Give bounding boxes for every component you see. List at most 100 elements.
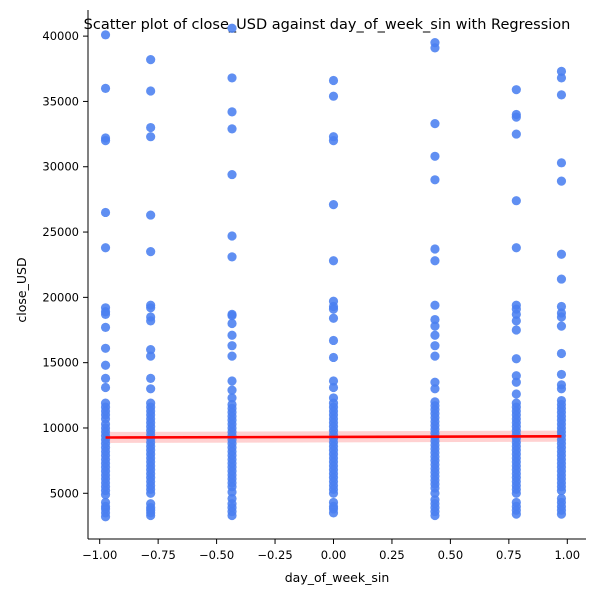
data-point [100,83,111,93]
data-point [511,196,521,206]
data-point [100,489,111,500]
data-point [430,384,440,394]
data-point [556,90,567,100]
data-point [511,371,521,381]
data-point [511,488,521,498]
y-tick-label: 15000 [42,356,79,370]
data-point [227,252,237,262]
data-point [100,512,111,522]
data-point [430,175,440,185]
data-point [100,207,111,218]
x-tick-label: 0.75 [496,548,522,562]
data-point [227,107,237,117]
data-point [146,55,156,65]
data-point [328,488,339,498]
data-point [328,508,339,518]
data-point [511,325,521,335]
data-point [227,341,237,351]
data-point [328,382,339,393]
data-point [556,348,567,359]
x-axis-label: day_of_week_sin [285,570,390,585]
data-point [227,393,237,403]
data-point [430,151,440,161]
y-tick-label: 20000 [42,290,79,304]
data-point [100,243,111,253]
data-point [430,377,440,387]
data-point [556,66,567,76]
data-point [227,385,237,395]
data-point [146,488,156,498]
scatter-points-layer [100,23,567,522]
x-ticks: −1.00 −0.75 −0.50 −0.25 0.00 0.25 0.50 0.75 1.00 [82,539,580,562]
data-point [328,75,339,86]
data-point [328,352,339,363]
data-point [511,509,521,519]
data-point [100,343,111,353]
regression-line-layer [105,435,562,439]
x-tick-label: 1.00 [554,548,580,562]
data-point [430,119,440,129]
data-point [227,318,237,329]
data-point [430,330,440,340]
data-point [146,384,156,394]
data-point [328,136,339,146]
data-point [511,85,521,95]
data-point [556,321,567,331]
data-point [556,509,567,519]
x-tick-label: −0.50 [199,548,234,562]
data-point [511,309,521,319]
data-point [328,200,339,210]
data-point [146,373,156,383]
x-tick-label: −0.75 [141,548,176,562]
data-point [511,377,521,387]
data-point [328,304,339,314]
data-point [146,86,156,96]
x-tick-label: 0.25 [379,548,405,562]
data-point [146,247,156,257]
data-point [100,382,111,393]
data-point [146,303,156,313]
x-tick-label: 0.00 [321,548,347,562]
data-point [100,360,111,370]
data-point [556,176,567,186]
data-point [556,73,567,83]
data-point [146,351,156,361]
chart-title: Scatter plot of close_USD against day_of… [84,17,571,33]
data-point [227,23,237,33]
data-point [227,510,237,521]
data-point [146,122,156,133]
data-point [511,243,521,253]
data-point [100,136,111,146]
data-point [100,373,111,383]
data-point [430,341,440,351]
data-point [227,169,237,180]
y-axis-label: close_USD [14,257,29,322]
data-point [328,335,339,346]
data-point [146,316,156,326]
data-point [227,376,237,386]
data-point [511,354,521,364]
data-point [430,321,440,331]
data-point [556,486,567,496]
y-tick-label: 30000 [42,160,79,174]
data-point [146,345,156,355]
x-tick-label: −1.00 [82,548,117,562]
y-ticks: 5000 10000 15000 20000 25000 30000 35000 40000 [42,29,88,500]
y-tick-label: 5000 [50,486,79,500]
data-point [227,351,237,361]
data-point [556,249,567,259]
axes [87,10,586,540]
data-point [100,309,111,319]
data-point [556,301,567,312]
data-point [511,129,521,139]
data-point [328,313,339,323]
data-point [556,369,567,380]
y-tick-label: 10000 [42,421,79,435]
data-point [146,510,156,521]
data-point [227,231,237,241]
data-point [556,158,567,168]
data-point [430,351,440,361]
data-point [430,256,440,266]
data-point [430,314,440,325]
